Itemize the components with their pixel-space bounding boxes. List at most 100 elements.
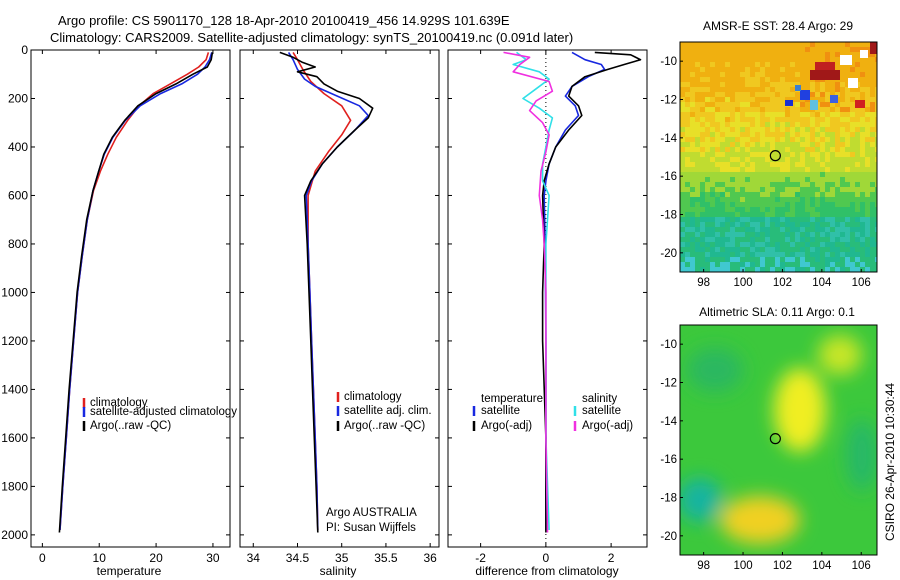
sst-field-cell: [875, 177, 877, 182]
sst-field-cell: [690, 112, 695, 117]
sst-field-cell: [680, 257, 685, 262]
sst-field-cell: [795, 82, 800, 87]
sst-field-cell: [735, 112, 740, 117]
sst-field-cell: [760, 197, 765, 202]
sst-field-cell: [790, 227, 795, 232]
sst-anomaly-patch: [800, 90, 810, 100]
sst-field-cell: [850, 57, 855, 62]
sst-field-cell: [760, 142, 765, 147]
sst-field-cell: [825, 247, 830, 252]
lat-tick-label: -10: [660, 56, 677, 68]
sst-field-cell: [820, 47, 825, 52]
sst-field-cell: [785, 107, 790, 112]
sst-field-cell: [770, 227, 775, 232]
sst-field-cell: [700, 132, 705, 137]
sst-field-cell: [695, 237, 700, 242]
sst-field-cell: [835, 177, 840, 182]
sst-field-cell: [750, 267, 755, 272]
sst-field-cell: [770, 122, 775, 127]
sst-field-cell: [780, 242, 785, 247]
sst-field-cell: [705, 167, 710, 172]
sst-field-cell: [735, 182, 740, 187]
sst-field-cell: [705, 82, 710, 87]
sst-field-cell: [850, 222, 855, 227]
sst-field-cell: [775, 227, 780, 232]
sst-field-cell: [845, 82, 850, 87]
sst-field-cell: [745, 237, 750, 242]
sst-field-cell: [810, 147, 815, 152]
sst-field-cell: [735, 107, 740, 112]
sst-field-cell: [765, 227, 770, 232]
sst-field-cell: [865, 202, 870, 207]
sst-field-cell: [820, 132, 825, 137]
lon-tick-label: 98: [697, 560, 710, 572]
sst-field-cell: [815, 47, 820, 52]
sst-field-cell: [815, 252, 820, 257]
sst-field-cell: [845, 127, 850, 132]
sst-field-cell: [720, 152, 725, 157]
sst-field-cell: [795, 132, 800, 137]
sst-field-cell: [840, 132, 845, 137]
sst-field-cell: [765, 117, 770, 122]
sst-field-cell: [780, 207, 785, 212]
sst-field-cell: [785, 132, 790, 137]
sst-field-cell: [855, 42, 860, 47]
sst-field-cell: [700, 172, 705, 177]
sst-field-cell: [780, 142, 785, 147]
sst-field-cell: [695, 187, 700, 192]
sst-field-cell: [695, 177, 700, 182]
x-tick-label: 36: [423, 551, 437, 565]
sst-field-cell: [840, 202, 845, 207]
x-tick-label: 10: [93, 551, 107, 565]
sst-field-cell: [690, 167, 695, 172]
sst-field-cell: [830, 137, 835, 142]
sst-field-cell: [745, 172, 750, 177]
sst-field-cell: [680, 57, 685, 62]
sst-field-cell: [870, 242, 875, 247]
sst-field-cell: [870, 222, 875, 227]
sst-field-cell: [690, 227, 695, 232]
sst-field-cell: [810, 82, 815, 87]
sst-field-cell: [755, 92, 760, 97]
sst-field-cell: [870, 252, 875, 257]
sst-field-cell: [725, 127, 730, 132]
figure-title-line1: Argo profile: CS 5901170_128 18-Apr-2010…: [58, 13, 510, 28]
sst-field-cell: [845, 117, 850, 122]
sst-field-cell: [705, 207, 710, 212]
sst-field-cell: [770, 47, 775, 52]
sst-field-cell: [745, 47, 750, 52]
sst-field-cell: [750, 167, 755, 172]
sst-field-cell: [700, 217, 705, 222]
sst-field-cell: [875, 247, 877, 252]
sst-field-cell: [780, 222, 785, 227]
sst-field-cell: [860, 227, 865, 232]
sst-field-cell: [835, 267, 840, 272]
sst-field-cell: [765, 87, 770, 92]
sst-field-cell: [700, 252, 705, 257]
sst-field-cell: [705, 232, 710, 237]
sst-field-cell: [850, 192, 855, 197]
sst-field-cell: [735, 247, 740, 252]
sst-field-cell: [805, 112, 810, 117]
sst-field-cell: [680, 142, 685, 147]
sst-field-cell: [780, 202, 785, 207]
depth-tick-label: 0: [21, 43, 28, 57]
sst-field-cell: [745, 187, 750, 192]
sst-field-cell: [790, 152, 795, 157]
sst-field-cell: [710, 227, 715, 232]
series-line-climatology: [59, 52, 210, 531]
sst-field-cell: [845, 217, 850, 222]
sst-field-cell: [770, 187, 775, 192]
sst-field-cell: [795, 97, 800, 102]
sst-field-cell: [695, 97, 700, 102]
sst-field-cell: [825, 97, 830, 102]
sst-field-cell: [705, 92, 710, 97]
sst-field-cell: [750, 232, 755, 237]
sst-field-cell: [815, 267, 820, 272]
salinity-legend: climatology satellite adj. clim. Argo(..…: [336, 391, 432, 432]
sst-field-cell: [765, 267, 770, 272]
sst-anomaly-patch: [840, 55, 852, 65]
sst-field-cell: [765, 52, 770, 57]
sst-field-cell: [810, 217, 815, 222]
sst-field-cell: [680, 177, 685, 182]
